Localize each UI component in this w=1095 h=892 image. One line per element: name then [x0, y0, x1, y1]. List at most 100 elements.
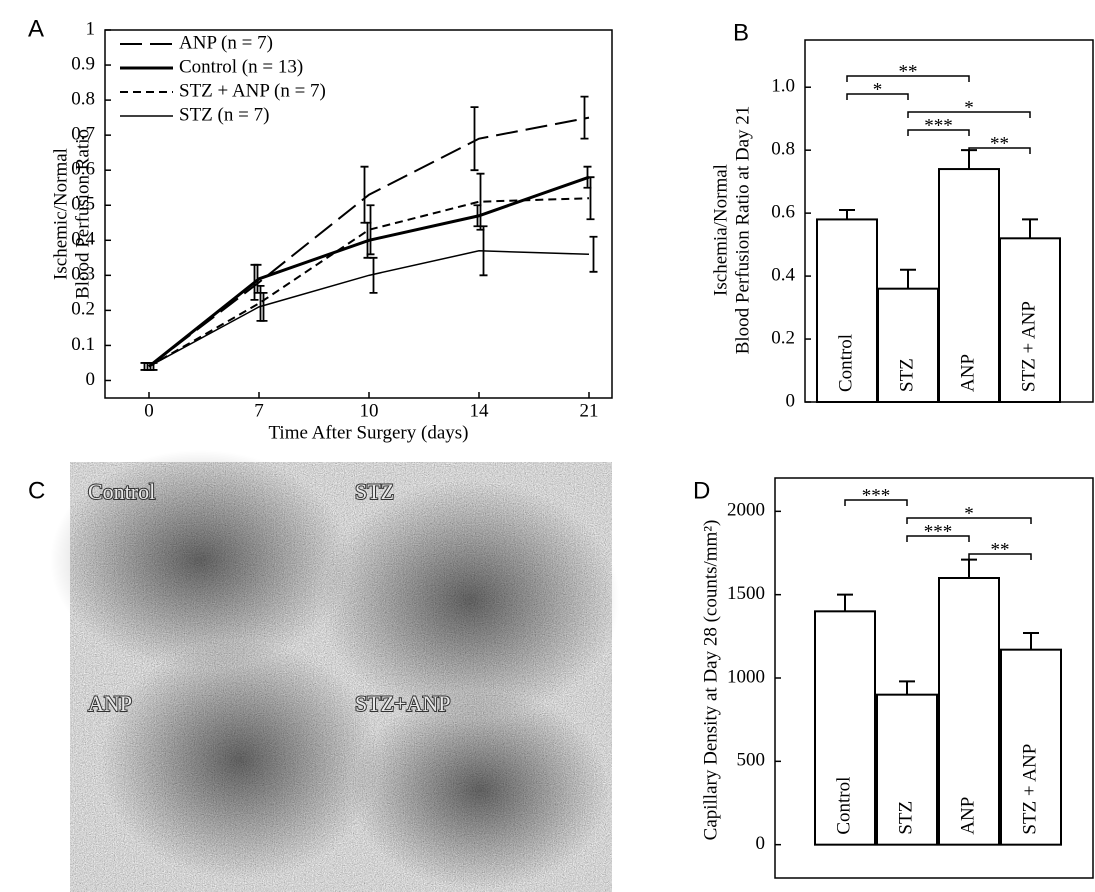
bar-label: STZ + ANP: [1019, 744, 1040, 835]
x-tick-label: 7: [254, 400, 264, 421]
significance-bracket: [907, 111, 1031, 118]
bar: [814, 610, 876, 846]
bar: [999, 237, 1061, 403]
error-bar: [479, 225, 488, 277]
image-label: ANP: [88, 691, 132, 716]
y-tick-label: 1000: [727, 666, 765, 687]
error-bar: [589, 235, 598, 273]
x-tick-label: 0: [144, 400, 154, 421]
bar: [938, 577, 1000, 846]
significance-label: ***: [862, 485, 891, 506]
error-bar: [837, 593, 853, 612]
significance-label: **: [991, 539, 1010, 560]
y-tick-label: 1.0: [771, 76, 795, 97]
shade: [350, 690, 610, 890]
panel: D Capillary Density at Day 28 (counts/mm²…: [693, 477, 1094, 879]
bar-label: ANP: [957, 354, 978, 392]
error-bar: [899, 680, 915, 695]
error-bar: [580, 95, 589, 140]
series-line: [148, 250, 590, 368]
panel-letter: A: [28, 15, 44, 42]
bar: [876, 693, 938, 846]
y-tick-label: 1: [86, 18, 96, 39]
significance-bracket: [968, 553, 1032, 560]
error-bar: [149, 362, 158, 371]
panel: A Ischemic/Normal Blood Perfusion Ratio 0 0.…: [28, 15, 613, 443]
y-tick-label: 0.9: [71, 53, 95, 74]
y-tick-label: 0.7: [71, 124, 95, 145]
significance-bracket: [907, 129, 970, 136]
significance-bracket: [846, 75, 970, 82]
error-bar: [900, 268, 916, 289]
legend-label: STZ (n = 7): [179, 104, 269, 125]
bar: [877, 287, 939, 403]
y-tick-label: 1500: [727, 583, 765, 604]
image-label: STZ+ANP: [355, 691, 451, 716]
error-bar: [259, 291, 268, 322]
error-bar: [586, 176, 595, 221]
bar-label: Control: [835, 334, 856, 392]
y-axis-label: Blood Perfusion Ratio: [72, 129, 93, 299]
y-tick-label: 0: [756, 833, 766, 854]
y-tick-label: 0.3: [71, 264, 95, 285]
shade: [100, 640, 380, 880]
y-tick-label: 0.2: [771, 327, 795, 348]
bar-label: STZ + ANP: [1018, 301, 1039, 392]
error-bar: [369, 256, 378, 294]
x-tick-label: 21: [580, 400, 599, 421]
significance-label: ***: [924, 521, 953, 542]
image-label: STZ: [355, 479, 394, 504]
error-bar: [1023, 632, 1039, 650]
y-tick-label: 0.2: [71, 299, 95, 320]
legend-label: Control (n = 13): [179, 56, 303, 77]
panel-letter: D: [693, 477, 710, 504]
y-tick-label: 0.8: [771, 139, 795, 160]
error-bar: [961, 558, 977, 578]
significance-label: *: [873, 79, 883, 100]
bar-label: ANP: [957, 797, 978, 835]
legend-label: STZ + ANP (n = 7): [179, 80, 326, 101]
bar: [1000, 648, 1062, 846]
significance-label: *: [964, 97, 974, 118]
series-line: [148, 116, 590, 368]
y-tick-label: 0.8: [71, 88, 95, 109]
panel-letter: B: [733, 19, 749, 46]
y-tick-label: 0.6: [71, 159, 95, 180]
y-tick-label: 2000: [727, 500, 765, 521]
series-line: [148, 175, 590, 368]
y-axis-label: Blood Perfusion Ratio at Day 21: [732, 106, 753, 355]
panel-letter: C: [28, 477, 45, 504]
x-axis-label: Time After Surgery (days): [268, 422, 468, 443]
significance-bracket: [844, 499, 908, 506]
x-tick-label: 14: [470, 400, 490, 421]
significance-label: *: [964, 503, 974, 524]
y-tick-label: 0.1: [71, 334, 95, 355]
legend-label: ANP (n = 7): [179, 32, 273, 53]
error-bar: [470, 106, 479, 172]
y-tick-label: 0.4: [771, 264, 795, 285]
y-axis-label: Capillary Density at Day 28 (counts/mm²): [700, 520, 721, 841]
y-axis-label: Ischemia/Normal: [710, 164, 731, 296]
y-tick-label: 0: [86, 369, 96, 390]
error-bar: [1022, 218, 1038, 239]
error-bar: [366, 204, 375, 256]
significance-label: **: [990, 133, 1009, 154]
series-line: [148, 197, 590, 368]
y-tick-label: 500: [737, 750, 766, 771]
panel: B Ischemia/Normal Blood Perfusion Ratio at…: [710, 19, 1094, 411]
bar: [938, 168, 1000, 403]
error-bar: [839, 208, 855, 220]
significance-bracket: [968, 147, 1031, 154]
bar-label: STZ: [895, 801, 916, 835]
y-tick-label: 0.5: [71, 194, 95, 215]
bar-label: STZ: [896, 358, 917, 392]
image-label: Control: [88, 479, 155, 504]
x-tick-label: 10: [360, 400, 379, 421]
shade: [320, 480, 620, 720]
y-axis-label: Ischemic/Normal: [50, 148, 71, 280]
significance-bracket: [906, 517, 1032, 524]
y-tick-label: 0.6: [771, 201, 795, 222]
y-tick-label: 0: [786, 390, 796, 411]
significance-label: ***: [924, 115, 953, 136]
